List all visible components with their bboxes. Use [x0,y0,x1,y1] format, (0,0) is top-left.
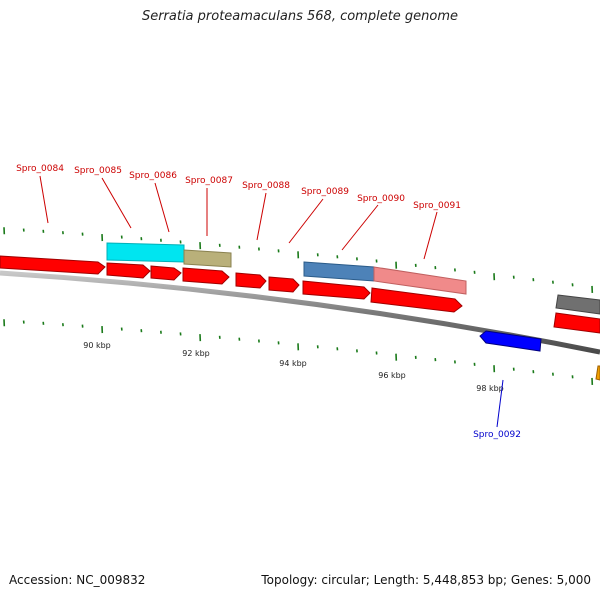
scale-labels: 90 kbp 92 kbp 94 kbp 96 kbp 98 kbp [83,341,504,393]
label-leaders [39,175,504,428]
reverse-gene-track [479,330,600,381]
gene-arrow [268,276,300,293]
scale-label: 92 kbp [182,349,210,358]
leader-line [423,211,438,260]
gene-label-spro-0091: Spro_0091 [413,201,461,211]
gene-arrow [302,280,371,300]
feature-block [106,242,185,263]
accession-text: Accession: NC_009832 [9,573,146,587]
gene-label-spro-0092: Spro_0092 [473,430,521,440]
map-title: Serratia proteamaculans 568, complete ge… [141,9,459,24]
gene-label-spro-0086: Spro_0086 [129,171,177,181]
gene-arrow [150,265,182,281]
gene-arrow [182,267,230,285]
leader-line [288,198,324,244]
gene-arrow [0,255,106,275]
gene-label-spro-0087: Spro_0087 [185,176,233,186]
gene-label-spro-0088: Spro_0088 [242,181,290,191]
genome-summary-text: Topology: circular; Length: 5,448,853 bp… [261,573,591,587]
feature-block [555,294,600,315]
scale-label: 94 kbp [279,359,307,368]
top-tick-row [3,227,594,293]
leader-line [496,379,504,428]
gene-arrow [553,312,600,334]
gene-arrow [595,365,600,381]
gene-arrow [106,262,151,279]
feature-block [373,266,467,295]
gene-label-spro-0084: Spro_0084 [16,164,64,174]
bottom-tick-row [3,319,594,385]
gene-labels: Spro_0084 Spro_0085 Spro_0086 Spro_0087 … [16,164,521,440]
leader-line [154,182,170,233]
scale-label: 90 kbp [83,341,111,350]
feature-track [106,242,600,315]
leader-line [256,192,267,241]
forward-gene-track [0,255,600,334]
feature-block [303,261,375,282]
gene-label-spro-0090: Spro_0090 [357,194,405,204]
leader-line [341,204,379,251]
scale-label: 98 kbp [476,384,504,393]
gene-arrow [370,287,463,313]
leader-line [39,175,49,224]
leader-line [101,177,132,229]
gene-arrow [479,330,542,352]
gene-arrow [235,272,267,289]
feature-block [183,249,232,268]
scale-label: 96 kbp [378,371,406,380]
gene-label-spro-0089: Spro_0089 [301,187,349,197]
gene-label-spro-0085: Spro_0085 [74,166,122,176]
